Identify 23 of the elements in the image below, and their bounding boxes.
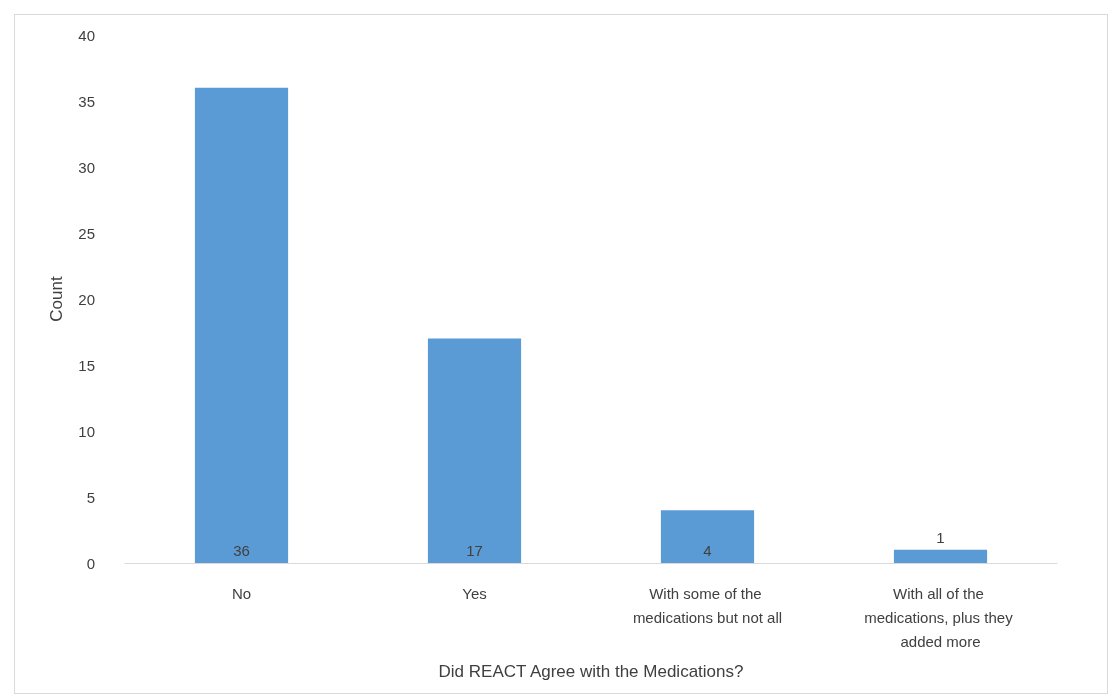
bar (893, 549, 988, 563)
data-label: 17 (466, 542, 483, 559)
y-tick-label: 40 (78, 26, 95, 44)
x-tick-label: No (231, 584, 252, 602)
y-tick-label: 20 (78, 290, 95, 308)
y-tick-label: 0 (86, 554, 95, 572)
bar (427, 338, 522, 563)
x-tick-label: With all of the medications, plus they added more (864, 584, 1017, 650)
data-label: 4 (703, 542, 712, 559)
y-tick-label: 30 (78, 158, 95, 176)
bar (660, 510, 755, 563)
x-tick-label: Yes (462, 584, 487, 602)
y-tick-label: 35 (78, 92, 95, 110)
data-label: 1 (936, 528, 945, 546)
y-tick-label: 15 (78, 356, 95, 374)
bar (194, 87, 289, 563)
y-tick-label: 10 (78, 422, 95, 440)
x-tick-label: With some of the medications but not all (632, 584, 783, 626)
x-axis-title: Did REACT Agree with the Medications? (438, 662, 744, 681)
y-tick-label: 25 (78, 224, 95, 242)
y-axis-title: Count (47, 276, 66, 322)
y-tick-label: 5 (86, 488, 95, 506)
data-label: 36 (233, 542, 250, 559)
